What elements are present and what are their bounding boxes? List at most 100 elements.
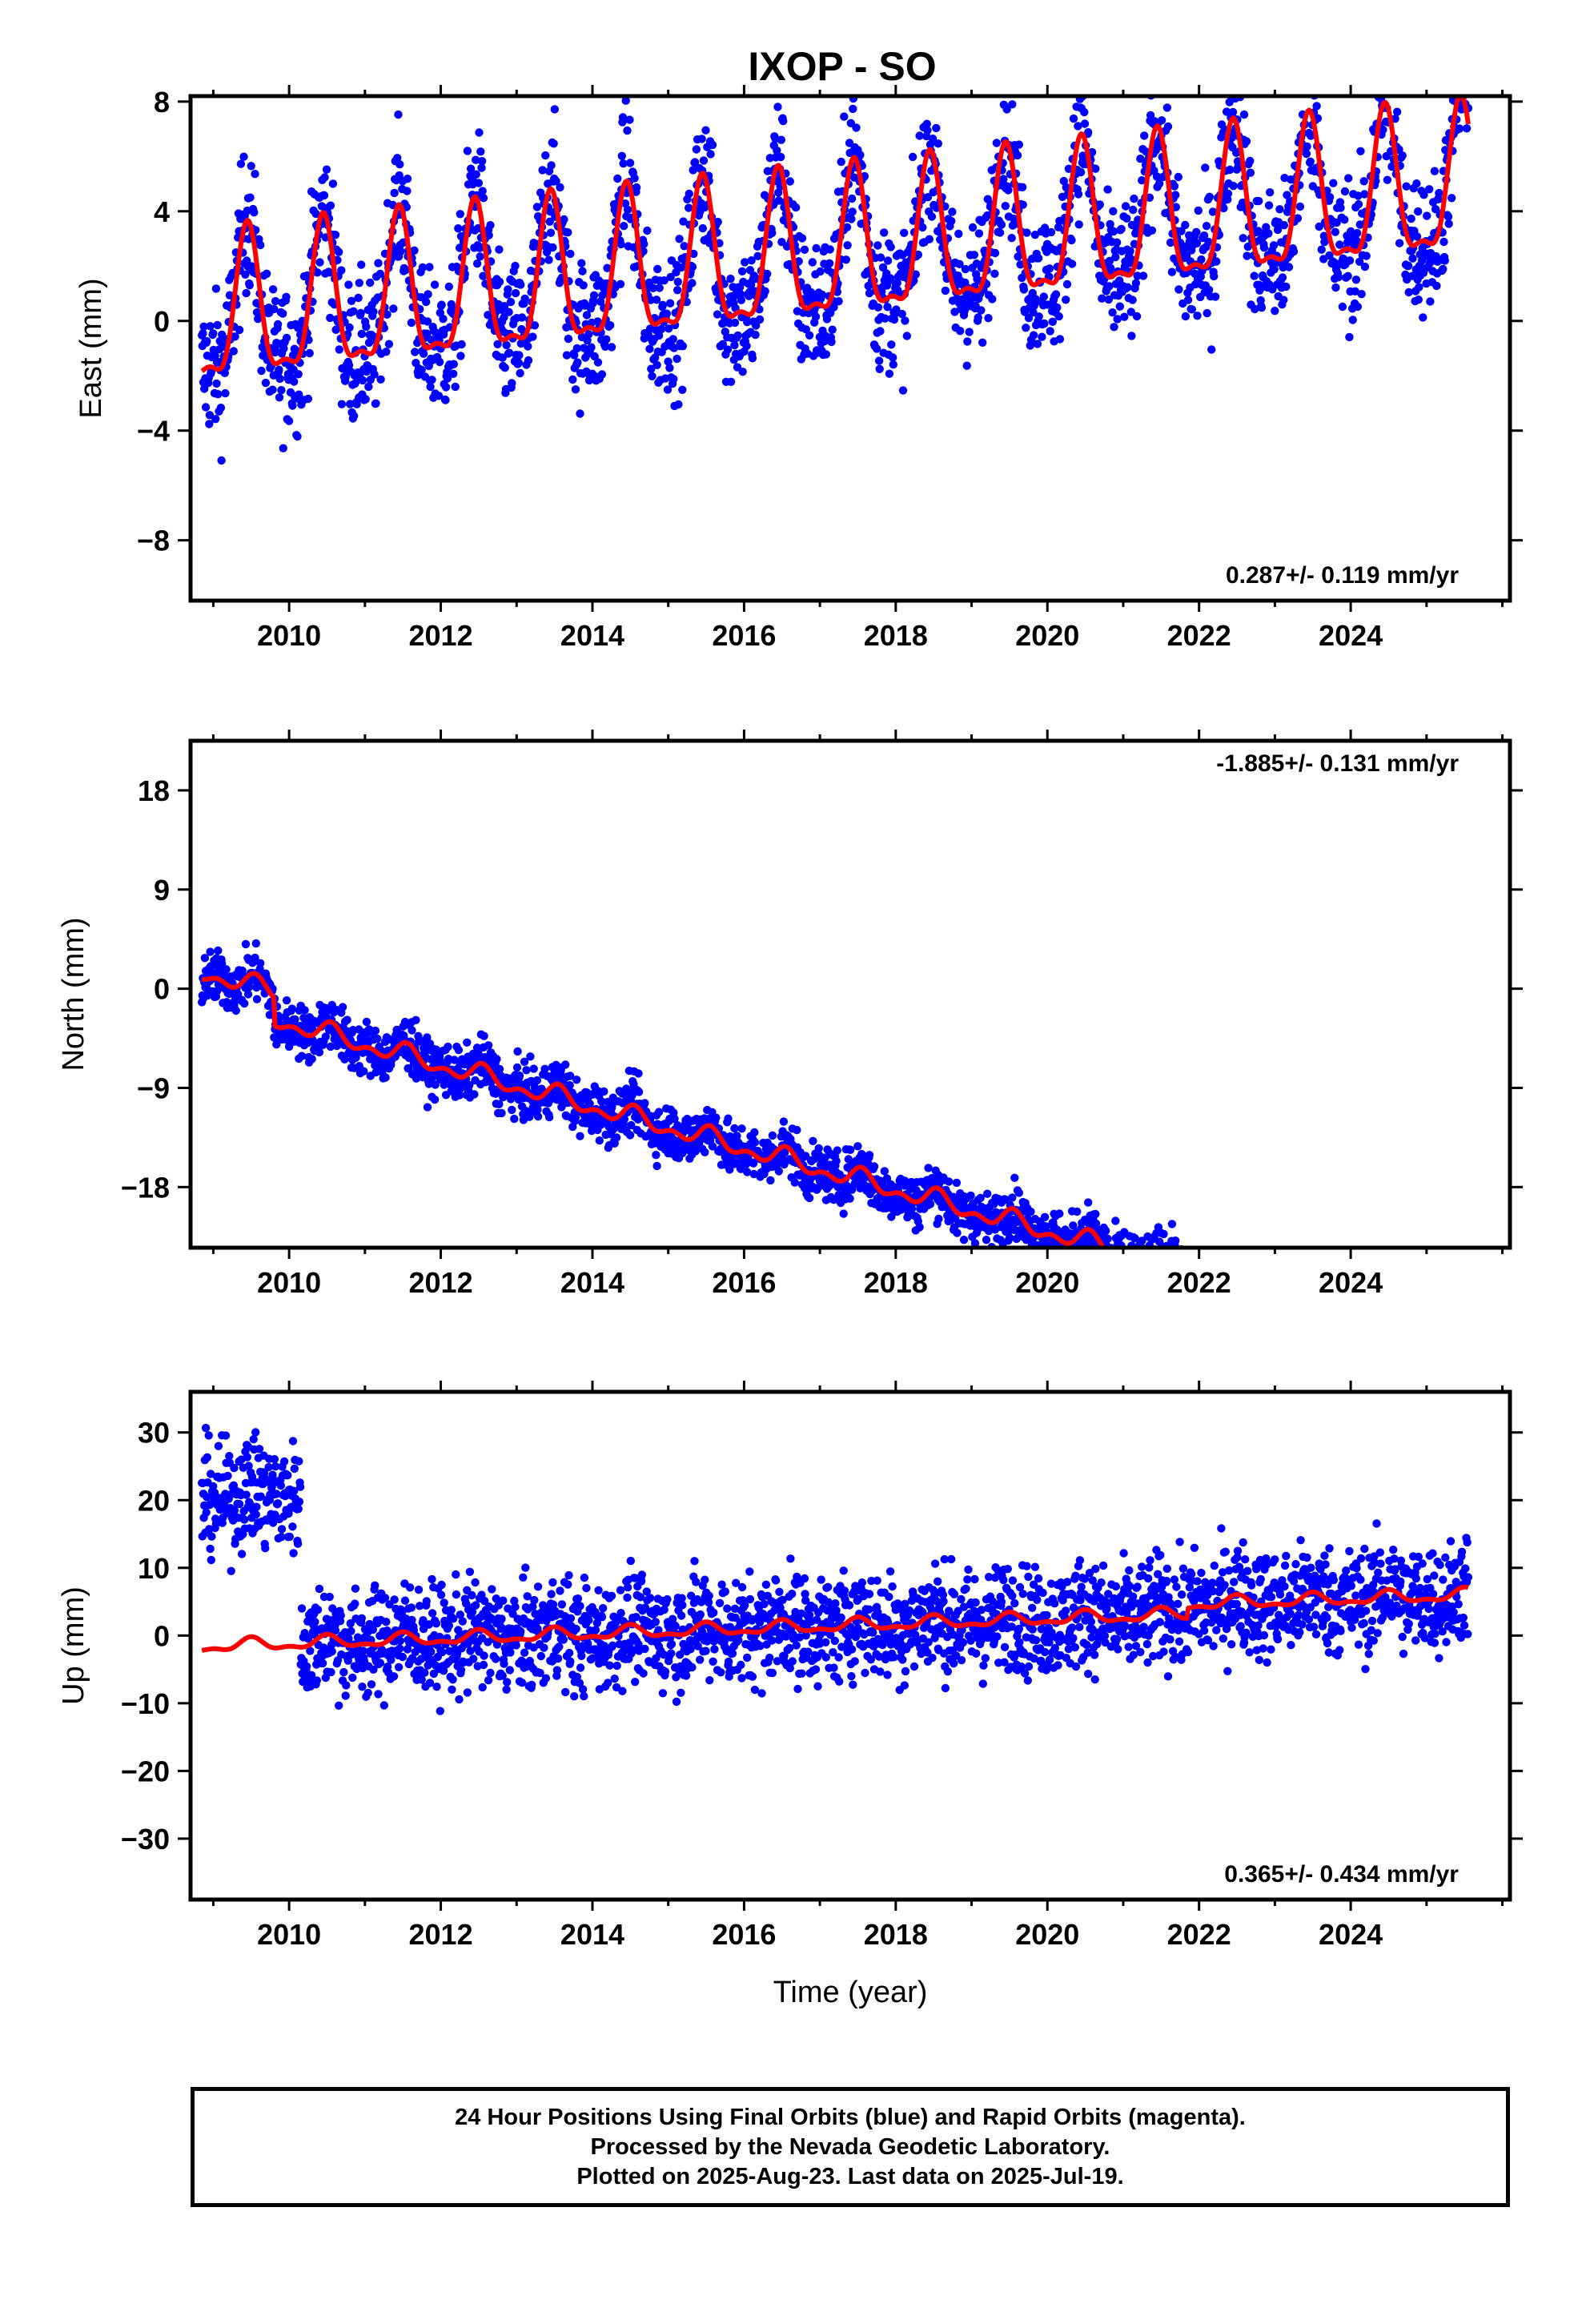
east-data-point bbox=[1074, 220, 1083, 229]
north-data-point bbox=[1312, 1305, 1320, 1313]
north-data-point bbox=[1062, 1250, 1070, 1258]
east-data-point bbox=[1353, 228, 1362, 238]
east-data-point bbox=[357, 260, 366, 269]
east-data-point bbox=[1109, 207, 1118, 215]
north-data-point bbox=[576, 1132, 584, 1140]
east-data-point bbox=[443, 374, 452, 383]
east-data-point bbox=[1307, 131, 1315, 140]
east-data-point bbox=[1246, 156, 1255, 166]
north-data-point bbox=[404, 1064, 413, 1073]
north-data-point bbox=[1323, 1341, 1331, 1349]
east-data-point bbox=[726, 274, 735, 283]
east-data-point bbox=[761, 287, 769, 296]
north-data-point bbox=[321, 1032, 330, 1041]
east-data-point bbox=[313, 268, 322, 277]
east-data-point bbox=[701, 126, 710, 135]
north-data-point bbox=[1291, 1319, 1299, 1327]
east-x-tick-label: 2012 bbox=[409, 619, 473, 652]
north-data-point bbox=[282, 996, 291, 1005]
north-data-point bbox=[1257, 1321, 1265, 1329]
north-data-point bbox=[1330, 1334, 1338, 1342]
east-data-point bbox=[817, 290, 827, 300]
east-data-point bbox=[1264, 229, 1273, 238]
north-data-point bbox=[1207, 1304, 1215, 1312]
north-data-point bbox=[845, 1194, 854, 1203]
east-data-point bbox=[242, 288, 251, 298]
north-data-point bbox=[1271, 1346, 1279, 1354]
east-data-point bbox=[216, 404, 226, 412]
east-x-tick-label: 2024 bbox=[1319, 619, 1383, 652]
north-data-point bbox=[1192, 1323, 1200, 1331]
east-y-axis-label: East (mm) bbox=[74, 278, 108, 418]
east-data-point bbox=[500, 364, 509, 372]
east-data-point bbox=[472, 155, 480, 164]
east-data-point bbox=[1309, 46, 1317, 54]
north-data-point bbox=[1241, 1313, 1249, 1321]
east-data-point bbox=[1227, 78, 1235, 86]
east-data-point bbox=[1403, 261, 1413, 271]
east-data-point bbox=[361, 395, 370, 404]
east-data-point bbox=[410, 246, 419, 255]
east-data-point bbox=[640, 239, 648, 248]
north-data-point bbox=[1179, 1251, 1187, 1259]
north-data-point bbox=[1111, 1256, 1119, 1264]
east-data-point bbox=[541, 151, 550, 160]
east-data-point bbox=[275, 374, 284, 384]
east-data-point bbox=[632, 183, 641, 192]
north-data-point bbox=[793, 1125, 801, 1135]
north-data-point bbox=[1283, 1345, 1291, 1353]
east-data-point bbox=[231, 332, 239, 341]
north-data-point bbox=[1147, 1268, 1155, 1276]
east-data-point bbox=[326, 313, 335, 323]
north-data-point bbox=[1303, 1340, 1311, 1348]
east-data-point bbox=[538, 166, 547, 175]
north-data-point bbox=[779, 1117, 789, 1126]
east-data-point bbox=[1439, 237, 1448, 247]
north-data-point bbox=[1188, 1305, 1196, 1313]
east-data-point bbox=[1067, 235, 1076, 245]
north-data-point bbox=[1286, 1347, 1294, 1355]
east-data-point bbox=[665, 364, 674, 372]
east-data-point bbox=[1325, 193, 1335, 202]
east-data-point bbox=[1408, 254, 1417, 263]
north-data-point bbox=[833, 1146, 842, 1155]
north-data-point bbox=[297, 1051, 307, 1060]
east-data-point bbox=[688, 263, 697, 271]
east-data-point bbox=[621, 96, 630, 105]
east-data-point bbox=[439, 315, 448, 324]
east-data-point bbox=[618, 113, 628, 122]
east-data-point bbox=[1319, 231, 1329, 240]
east-data-point bbox=[477, 157, 487, 166]
east-data-point bbox=[419, 349, 428, 358]
north-data-point bbox=[1213, 1301, 1221, 1309]
north-data-point bbox=[1220, 1309, 1228, 1317]
east-data-point bbox=[1344, 174, 1353, 183]
north-data-point bbox=[1266, 1326, 1274, 1334]
east-data-point bbox=[205, 420, 214, 428]
east-data-point bbox=[562, 351, 572, 360]
north-data-point bbox=[1110, 1254, 1118, 1262]
north-data-point bbox=[1058, 1252, 1066, 1261]
north-data-point bbox=[1305, 1330, 1313, 1338]
east-data-point bbox=[206, 322, 215, 331]
east-data-point bbox=[213, 320, 222, 330]
east-data-point bbox=[1317, 245, 1326, 254]
east-data-point bbox=[963, 337, 972, 346]
east-data-point bbox=[653, 264, 662, 274]
north-data-point bbox=[1142, 1252, 1150, 1260]
north-data-point bbox=[865, 1151, 874, 1160]
east-data-point bbox=[829, 303, 838, 312]
east-data-point bbox=[1351, 275, 1361, 284]
east-data-point bbox=[825, 245, 834, 254]
east-data-point bbox=[335, 247, 343, 256]
north-data-point bbox=[1223, 1318, 1231, 1326]
north-data-point bbox=[1301, 1328, 1309, 1336]
north-data-point bbox=[959, 1236, 969, 1244]
north-data-point bbox=[1327, 1336, 1335, 1344]
east-data-point bbox=[564, 334, 573, 344]
east-data-point bbox=[623, 205, 632, 215]
north-data-point bbox=[1283, 1318, 1291, 1326]
east-data-point bbox=[927, 212, 937, 221]
east-data-point bbox=[547, 161, 556, 170]
north-data-point bbox=[1008, 1193, 1017, 1202]
